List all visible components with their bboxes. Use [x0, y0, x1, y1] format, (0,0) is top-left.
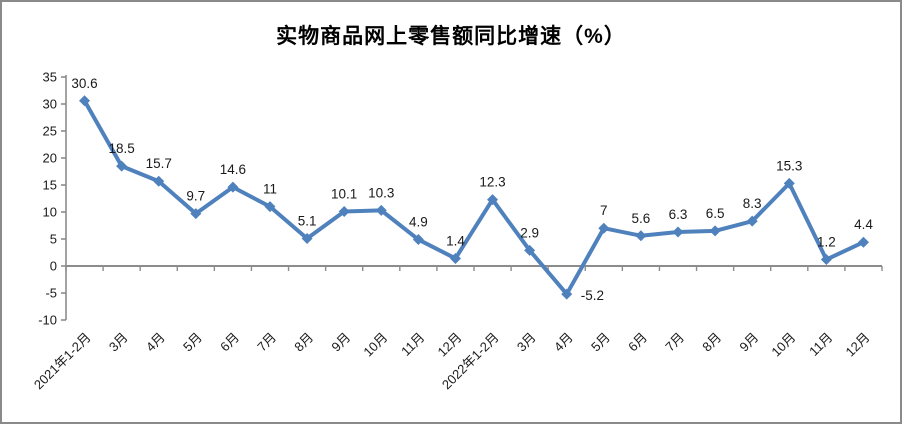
chart-title: 实物商品网上零售额同比增速（%）	[276, 25, 626, 48]
y-tick-label: 20	[43, 151, 57, 166]
x-tick-label: 11月	[806, 330, 835, 359]
y-tick-label: 0	[50, 259, 57, 274]
x-tick-label: 10月	[768, 330, 798, 360]
data-label: 18.5	[108, 141, 134, 156]
x-tick-label: 8月	[699, 330, 724, 355]
data-label: 9.7	[186, 189, 205, 204]
x-tick-label: 3月	[106, 330, 131, 355]
y-tick-label: -10	[38, 313, 57, 328]
x-axis: 2021年1-2月 3月 4月 5月 6月 7月 8月 9月 10月 11月 12月2022年1-2…	[31, 265, 883, 393]
x-tick-label: 11月	[398, 330, 427, 359]
data-series	[79, 95, 869, 300]
data-label: 4.4	[854, 217, 873, 232]
data-point-marker	[412, 234, 424, 246]
data-point-marker	[116, 160, 128, 172]
x-tick-label: 7月	[254, 330, 279, 355]
y-axis: -10 -5 0 5 10 15 20 25 30 35	[38, 70, 67, 328]
data-label: -5.2	[581, 288, 604, 303]
data-labels: 30.6 18.5 15.7 9.7 14.6 11 5.1 10.1 10.3 4.9 1.4 12…	[71, 76, 873, 303]
data-label: 15.7	[146, 156, 172, 171]
y-tick-label: -5	[45, 286, 57, 301]
x-tick-label: 6月	[217, 330, 242, 355]
data-label: 14.6	[220, 162, 246, 177]
y-tick-label: 10	[43, 205, 57, 220]
data-point-marker	[783, 177, 795, 189]
x-tick-label: 10月	[360, 330, 390, 360]
x-tick-label: 4月	[551, 330, 576, 355]
data-label: 12.3	[479, 175, 505, 190]
y-tick-label: 35	[43, 70, 57, 85]
x-tick-label: 8月	[291, 330, 316, 355]
y-tick-label: 25	[43, 124, 57, 139]
y-tick-label: 30	[43, 97, 57, 112]
data-point-marker	[746, 215, 758, 227]
x-tick-label: 5月	[588, 330, 613, 355]
data-point-marker	[524, 244, 536, 256]
data-label: 2.9	[520, 225, 539, 240]
data-label: 6.3	[669, 207, 688, 222]
x-tick-label: 2021年1-2月	[31, 330, 94, 393]
data-point-marker	[672, 226, 684, 238]
x-tick-label: 9月	[736, 330, 761, 355]
data-label: 10.3	[368, 185, 394, 200]
data-point-marker	[227, 181, 239, 193]
data-label: 10.1	[331, 186, 357, 201]
data-label: 30.6	[71, 76, 97, 91]
data-label: 7	[600, 203, 608, 218]
data-label: 15.3	[776, 158, 802, 173]
data-point-marker	[79, 95, 91, 107]
data-label: 8.3	[743, 196, 762, 211]
x-tick-label: 12月	[435, 330, 465, 360]
data-label: 4.9	[409, 215, 428, 230]
data-label: 1.2	[817, 235, 836, 250]
data-point-marker	[598, 222, 610, 234]
x-tick-label: 12月	[843, 330, 873, 360]
data-label: 5.6	[632, 211, 651, 226]
y-tick-label: 15	[43, 178, 57, 193]
x-tick-label: 6月	[625, 330, 650, 355]
data-point-marker	[190, 208, 202, 220]
data-label: 1.4	[446, 233, 465, 248]
data-point-marker	[709, 225, 721, 237]
series-line	[82, 98, 866, 297]
x-tick-label: 5月	[180, 330, 205, 355]
y-tick-label: 5	[50, 232, 57, 247]
data-point-marker	[857, 236, 869, 248]
data-point-marker	[264, 201, 276, 213]
data-label: 11	[263, 182, 277, 197]
data-point-marker	[635, 230, 647, 242]
data-point-marker	[338, 205, 350, 217]
data-label: 6.5	[706, 206, 725, 221]
data-point-marker	[301, 232, 313, 244]
data-label: 5.1	[298, 213, 317, 228]
x-tick-label: 7月	[662, 330, 687, 355]
data-point-marker	[561, 288, 573, 300]
data-point-marker	[375, 204, 387, 216]
data-point-marker	[487, 194, 499, 206]
data-point-marker	[153, 175, 165, 187]
x-tick-label: 3月	[514, 330, 539, 355]
x-tick-label: 4月	[143, 330, 168, 355]
data-point-marker	[449, 252, 461, 264]
x-tick-label: 9月	[328, 330, 353, 355]
